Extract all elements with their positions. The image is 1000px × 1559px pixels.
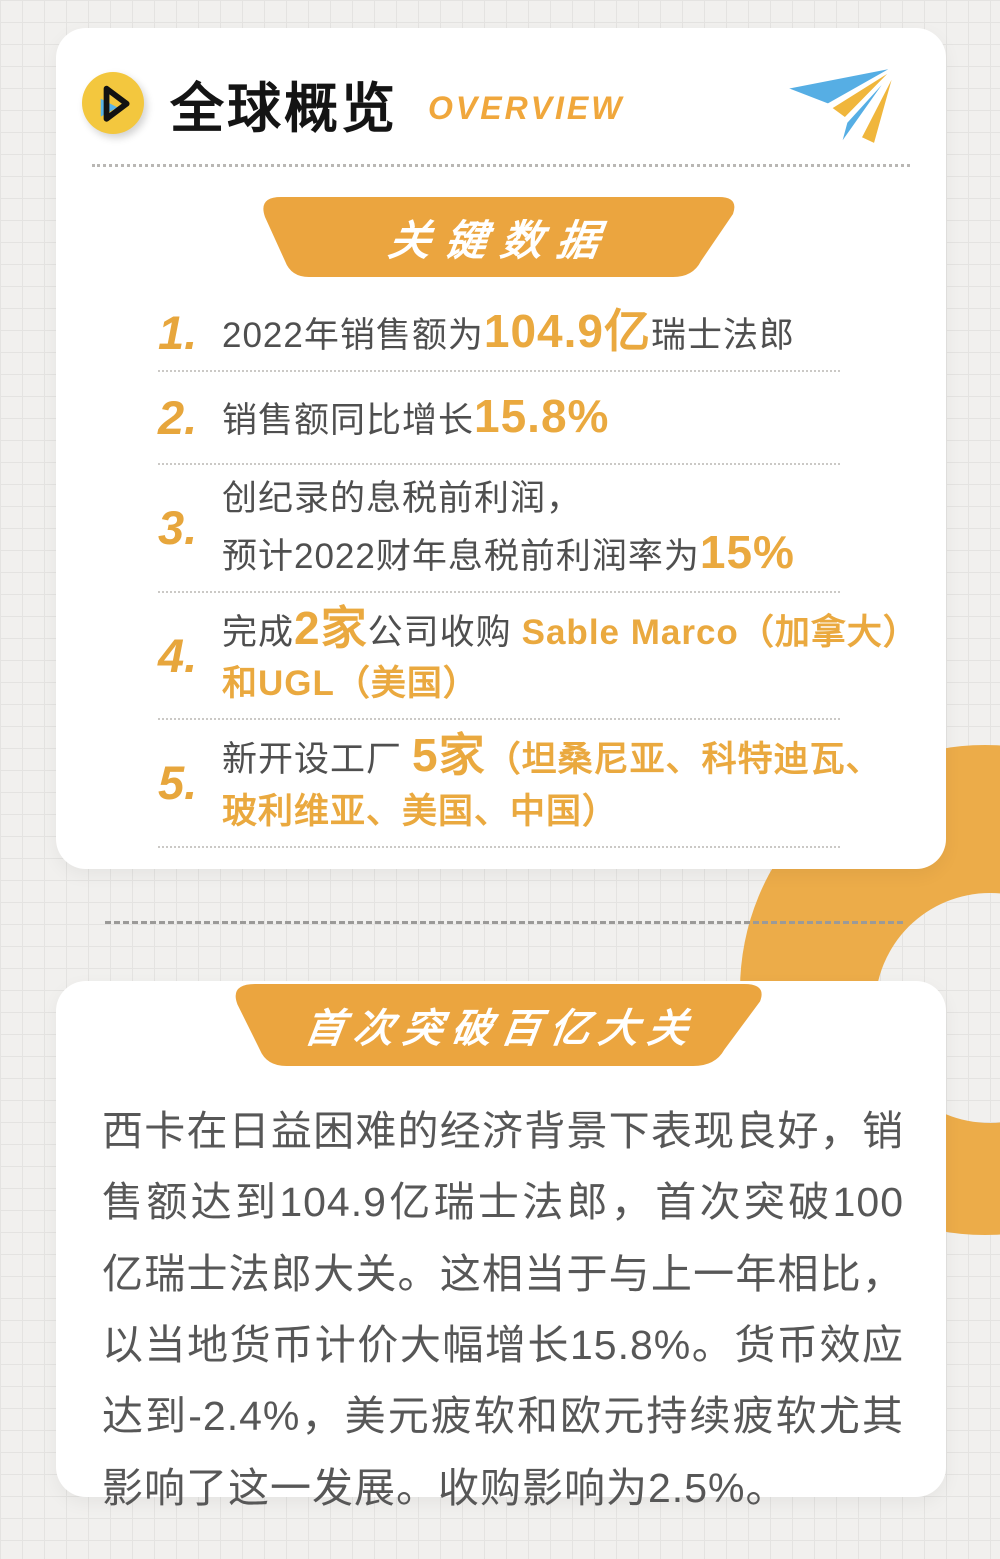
list-item: 4. 完成2家公司收购 Sable Marco（加拿大） 和UGL（美国） bbox=[158, 593, 918, 720]
item-text: 销售额同比增长15.8% bbox=[222, 389, 610, 442]
list-item: 2. 销售额同比增长15.8% bbox=[158, 372, 840, 465]
breakthrough-card: 首次突破百亿大关 西卡在日益困难的经济背景下表现良好，销售额达到104.9亿瑞士… bbox=[56, 981, 946, 1511]
key-data-banner-label: 关键数据 bbox=[385, 216, 617, 264]
list-item: 1. 2022年销售额为104.9亿瑞士法郎 bbox=[158, 297, 840, 372]
paper-plane-icon bbox=[782, 58, 904, 148]
page-title: 全球概览 bbox=[170, 78, 398, 139]
item-number: 2. bbox=[158, 391, 198, 444]
item-text: 预计2022财年息税前利润率为15% bbox=[222, 525, 795, 578]
item-text: 和UGL（美国） bbox=[222, 664, 479, 704]
item-text: 完成2家公司收购 Sable Marco（加拿大） bbox=[222, 601, 919, 654]
list-item: 3. 创纪录的息税前利润， 预计2022财年息税前利润率为15% bbox=[158, 465, 840, 593]
breakthrough-banner: 首次突破百亿大关 bbox=[233, 984, 769, 1066]
list-item: 5. 新开设工厂 5家（坦桑尼亚、科特迪瓦、 玻利维亚、美国、中国） bbox=[158, 720, 881, 848]
item-number: 4. bbox=[158, 628, 198, 682]
breakthrough-paragraph: 西卡在日益困难的经济背景下表现良好，销售额达到104.9亿瑞士法郎，首次突破10… bbox=[102, 1108, 904, 1511]
item-text: 创纪录的息税前利润， bbox=[222, 479, 583, 518]
key-data-banner: 关键数据 bbox=[261, 197, 741, 277]
item-text: 2022年销售额为104.9亿瑞士法郎 bbox=[222, 304, 796, 357]
key-data-list: 1. 2022年销售额为104.9亿瑞士法郎 2. 销售额同比增长15.8% 3… bbox=[158, 297, 918, 848]
item-number: 1. bbox=[158, 306, 198, 359]
item-number: 5. bbox=[158, 756, 198, 810]
key-data-card: 全球概览 OVERVIEW 关键数据 1. 2022年销售额为104.9亿瑞士法… bbox=[56, 28, 946, 869]
header: 全球概览 OVERVIEW bbox=[56, 28, 946, 148]
gap-dashed-line bbox=[105, 921, 903, 924]
item-number: 3. bbox=[158, 501, 198, 555]
item-text: 新开设工厂 5家（坦桑尼亚、科特迪瓦、 bbox=[222, 729, 882, 781]
header-divider bbox=[92, 164, 910, 167]
breakthrough-banner-label: 首次突破百亿大关 bbox=[301, 1007, 700, 1051]
play-icon bbox=[82, 72, 144, 134]
item-text: 玻利维亚、美国、中国） bbox=[222, 791, 619, 831]
page-subtitle: OVERVIEW bbox=[428, 89, 625, 126]
